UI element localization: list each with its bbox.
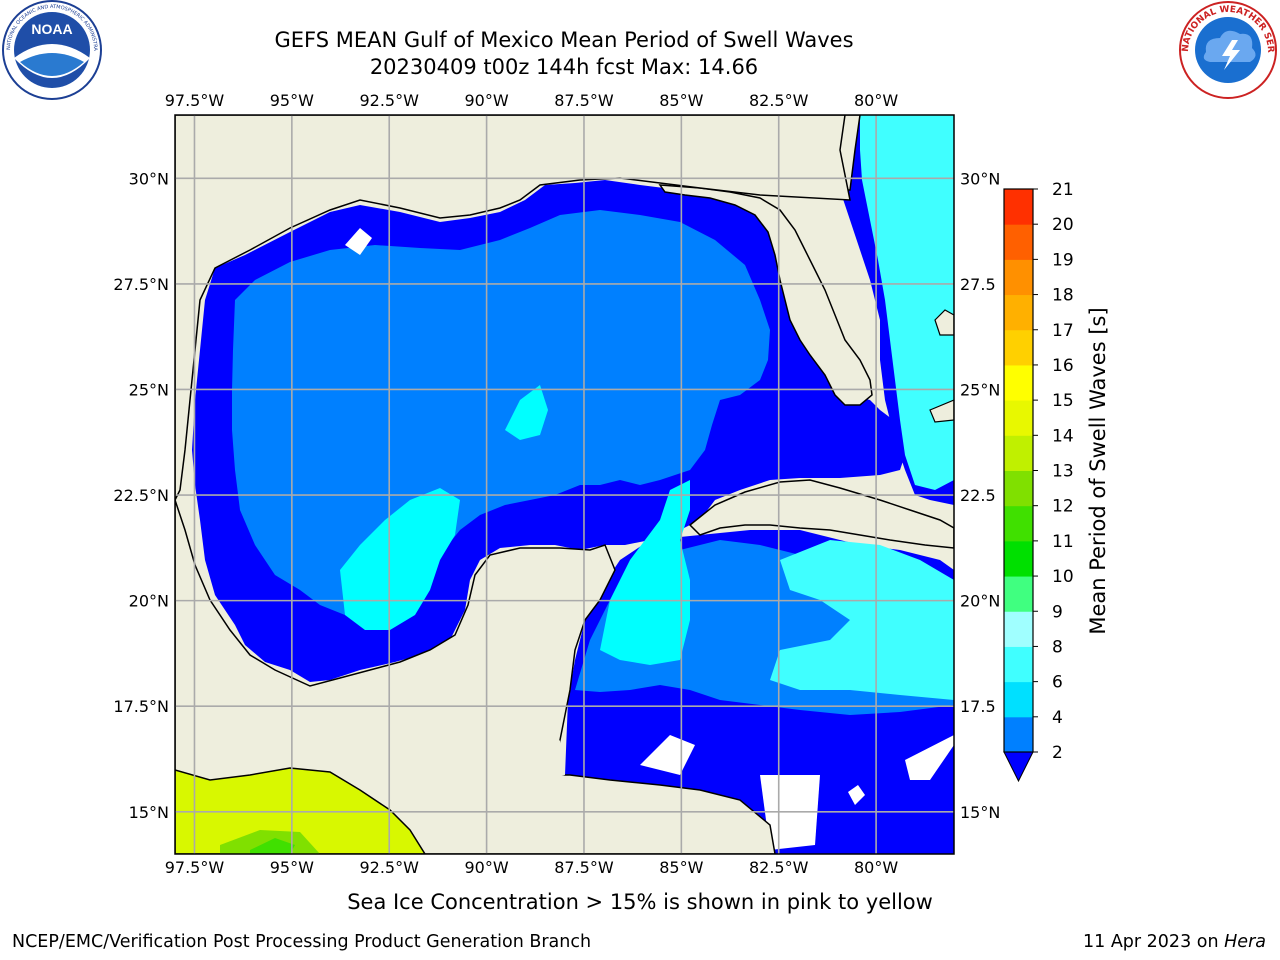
colorbar-under-triangle [1003, 751, 1034, 783]
chart-subtitle: 20230409 t00z 144h fcst Max: 14.66 [369, 55, 759, 79]
colorbar-level-16: 21 [1052, 180, 1074, 200]
x-tick-top-2: 92.5°W [359, 91, 419, 110]
colorbar-level-1: 4 [1052, 708, 1063, 728]
y-tick-labels-right: 15°N 17.5 20°N 22.5 25°N 27.5 30°N [960, 169, 1000, 821]
caribbean-white-gap-3 [905, 735, 954, 780]
colorbar-segment-7 [1004, 470, 1033, 507]
chart-title: GEFS MEAN Gulf of Mexico Mean Period of … [274, 28, 854, 52]
north-america-land [175, 115, 851, 501]
y-tick-left-6: 30°N [129, 169, 169, 188]
sea-ice-note: Sea Ice Concentration > 15% is shown in … [347, 890, 933, 914]
y-tick-left-2: 20°N [129, 592, 169, 611]
footer-credit: NCEP/EMC/Verification Post Processing Pr… [12, 932, 592, 952]
colorbar-level-0: 2 [1052, 743, 1063, 763]
x-tick-labels-top: 97.5°W 95°W 92.5°W 90°W 87.5°W 85°W 82.5°W 80°W [165, 91, 899, 110]
x-tick-top-0: 97.5°W [165, 91, 225, 110]
colorbar-segment-0 [1004, 716, 1033, 753]
colorbar-level-10: 15 [1052, 391, 1074, 411]
footer-date: 11 Apr 2023 on Hera [1083, 932, 1266, 952]
colorbar-level-7: 12 [1052, 497, 1074, 517]
colorbar-segment-6 [1004, 505, 1033, 542]
noaa-logo-text: NOAA [31, 21, 72, 37]
colorbar-segment-5 [1004, 540, 1033, 577]
y-tick-labels-left: 15°N 17.5°N 20°N 22.5°N 25°N 27.5°N 30°N [113, 169, 169, 821]
x-tick-bottom-3: 90°W [465, 858, 509, 877]
cuba-land [688, 479, 954, 549]
colorbar-level-14: 19 [1052, 250, 1074, 270]
colorbar-level-6: 11 [1052, 532, 1074, 552]
footer-date-text: 11 Apr 2023 on [1083, 932, 1225, 952]
caribbean-atlantic-region [770, 540, 954, 700]
y-tick-right-1: 17.5 [960, 697, 996, 716]
x-tick-top-3: 90°W [465, 91, 509, 110]
y-tick-left-0: 15°N [129, 803, 169, 822]
nws-logo: NATIONAL WEATHER SERVICE [1176, 0, 1277, 99]
gulf-mid-region [232, 210, 770, 620]
colorbar-segment-3 [1004, 611, 1033, 647]
colorbar-level-11: 16 [1052, 356, 1074, 376]
colorbar-segment-14 [1004, 224, 1033, 260]
colorbar-segment-11 [1004, 329, 1033, 366]
map-gridlines [175, 115, 954, 854]
colorbar-segment-13 [1004, 259, 1033, 296]
colorbar-segment-12 [1004, 294, 1033, 331]
y-tick-right-0: 15°N [960, 803, 1000, 822]
colorbar-segment-2 [1004, 646, 1033, 683]
yucatan-extra [540, 740, 565, 780]
x-tick-bottom-6: 82.5°W [749, 858, 809, 877]
footer-host: Hera [1224, 932, 1266, 952]
x-tick-bottom-4: 87.5°W [554, 858, 614, 877]
x-tick-top-6: 82.5°W [749, 91, 809, 110]
y-tick-left-3: 22.5°N [113, 486, 169, 505]
y-tick-right-5: 27.5 [960, 275, 996, 294]
caribbean-light-region [600, 480, 690, 665]
x-tick-top-1: 95°W [270, 91, 314, 110]
y-tick-left-1: 17.5°N [113, 697, 169, 716]
y-tick-right-6: 30°N [960, 169, 1000, 188]
colorbar-segment-9 [1004, 400, 1033, 436]
x-tick-labels-bottom: 97.5°W 95°W 92.5°W 90°W 87.5°W 85°W 82.5°W 80°W [165, 858, 899, 877]
colorbar-segment-4 [1004, 576, 1033, 612]
colorbar-level-15: 20 [1052, 215, 1074, 235]
colorbar-level-3: 8 [1052, 637, 1063, 657]
atlantic-light-region [860, 115, 954, 490]
x-tick-bottom-0: 97.5°W [165, 858, 225, 877]
map-area [175, 115, 954, 854]
bahamas-land [929, 309, 954, 423]
pacific-green-patch-2 [250, 838, 295, 854]
y-tick-right-4: 25°N [960, 380, 1000, 399]
x-tick-top-5: 85°W [659, 91, 703, 110]
colorbar-level-8: 13 [1052, 462, 1074, 482]
colorbar-label: Mean Period of Swell Waves [s] [1086, 307, 1110, 634]
x-tick-top-7: 80°W [854, 91, 898, 110]
colorbar-level-12: 17 [1052, 321, 1074, 341]
noaa-logo: NOAA NATIONAL OCEANIC AND ATMOSPHERIC AD… [0, 0, 102, 100]
x-tick-bottom-5: 85°W [659, 858, 703, 877]
colorbar-segment-10 [1004, 364, 1033, 401]
y-tick-right-3: 22.5 [960, 486, 996, 505]
gulf-light-region [340, 488, 460, 630]
map-frame [174, 114, 955, 855]
colorbar-segment-1 [1004, 681, 1033, 718]
gulf-white-gap [345, 228, 372, 255]
colorbar-level-9: 14 [1052, 426, 1074, 446]
x-tick-bottom-2: 92.5°W [359, 858, 419, 877]
gulf-light-patch [505, 385, 548, 440]
y-tick-left-4: 25°N [129, 380, 169, 399]
colorbar: 2 4 6 8 9 10 11 12 13 14 15 16 17 18 19 20 21 [1003, 180, 1074, 783]
y-tick-right-2: 20°N [960, 592, 1000, 611]
mexico-land [175, 499, 776, 854]
x-tick-bottom-7: 80°W [854, 858, 898, 877]
y-tick-left-5: 27.5°N [113, 275, 169, 294]
colorbar-level-4: 9 [1052, 602, 1063, 622]
colorbar-level-13: 18 [1052, 286, 1074, 306]
colorbar-segment-8 [1004, 435, 1033, 471]
x-tick-top-4: 87.5°W [554, 91, 614, 110]
colorbar-level-2: 6 [1052, 673, 1063, 693]
colorbar-level-5: 10 [1052, 567, 1074, 587]
caribbean-white-gap-4 [848, 785, 865, 805]
x-tick-bottom-1: 95°W [270, 858, 314, 877]
colorbar-segment-15 [1004, 189, 1033, 225]
